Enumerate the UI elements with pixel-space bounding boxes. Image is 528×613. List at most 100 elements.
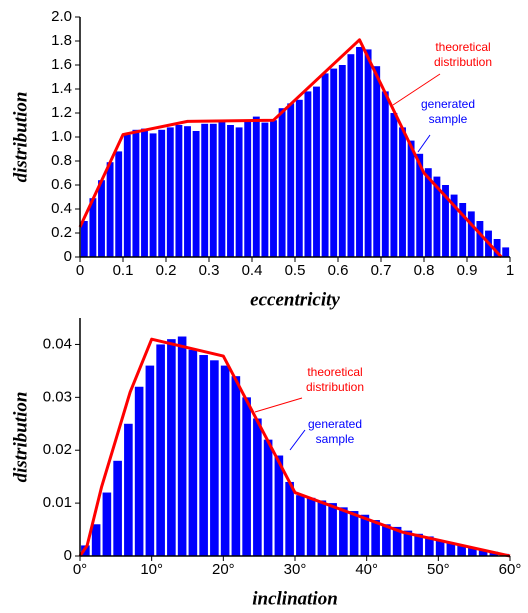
y-tick-label: 0.8 <box>51 152 72 169</box>
annotation-leader <box>392 73 441 106</box>
annotation: theoretical <box>307 365 362 379</box>
bar <box>360 514 370 556</box>
bar <box>263 439 273 556</box>
bar <box>141 128 148 257</box>
bar <box>175 125 183 257</box>
y-tick-label: 1.4 <box>51 80 72 97</box>
y-tick-label: 0.2 <box>51 224 72 241</box>
bar <box>392 526 402 556</box>
bar <box>192 131 200 257</box>
bar <box>328 503 337 556</box>
bar <box>407 140 415 257</box>
y-tick-label: 0.6 <box>51 176 72 193</box>
y-axis-label: distribution <box>10 392 31 483</box>
annotation: generated <box>308 417 362 431</box>
bar <box>166 127 174 258</box>
bar <box>364 49 372 258</box>
bar <box>295 99 303 257</box>
bar <box>356 47 363 257</box>
theory-line <box>78 38 503 259</box>
x-tick-label: 0.5 <box>285 262 306 279</box>
bar <box>80 221 88 257</box>
x-tick-label: 0.8 <box>414 262 435 279</box>
annotation: sample <box>429 112 468 126</box>
x-tick-label: 0.1 <box>113 262 134 279</box>
bar <box>330 68 338 257</box>
bar <box>231 376 241 556</box>
bar <box>218 121 226 258</box>
x-tick-label: 0.7 <box>371 262 392 279</box>
bar <box>446 542 456 556</box>
y-tick-label: 0.04 <box>43 335 72 352</box>
bar <box>167 339 176 556</box>
x-tick-label: 0.2 <box>156 262 177 279</box>
bar <box>347 54 355 258</box>
bar <box>317 500 327 556</box>
x-tick-label: 1 <box>506 262 514 279</box>
bar <box>89 198 97 257</box>
y-tick-label: 2.0 <box>51 8 72 25</box>
bar <box>321 73 329 258</box>
y-axis-label: distribution <box>10 92 31 183</box>
bar <box>209 123 217 257</box>
bar <box>403 530 413 556</box>
x-tick-label: 40° <box>355 561 378 578</box>
bar <box>416 153 424 257</box>
bar <box>502 247 510 257</box>
bar <box>227 125 234 257</box>
bar <box>113 460 122 556</box>
theory-line <box>78 337 511 558</box>
bar <box>493 239 501 257</box>
bar <box>134 386 144 556</box>
bar <box>177 336 187 556</box>
bar <box>414 533 423 556</box>
bar <box>123 134 131 257</box>
x-tick-label: 20° <box>212 561 235 578</box>
bar <box>468 547 477 556</box>
annotation: theoretical <box>435 40 490 54</box>
bar <box>184 126 191 257</box>
bar <box>158 129 166 257</box>
bar <box>242 397 251 556</box>
bar <box>132 129 140 257</box>
bar <box>435 540 445 556</box>
y-tick-label: 1.6 <box>51 56 72 73</box>
bar <box>252 116 260 257</box>
annotation: generated <box>421 97 475 111</box>
bar <box>457 545 466 556</box>
bar <box>287 103 295 258</box>
x-tick-label: 10° <box>140 561 163 578</box>
bar <box>115 151 123 257</box>
bar <box>442 185 449 257</box>
bar <box>459 203 467 257</box>
y-tick-label: 0.02 <box>43 441 72 458</box>
x-tick-label: 0.4 <box>242 262 263 279</box>
y-tick-label: 1.2 <box>51 104 72 121</box>
bar <box>338 65 346 257</box>
bar <box>102 492 112 556</box>
y-tick-label: 0.01 <box>43 494 72 511</box>
y-tick-label: 0.4 <box>51 200 72 217</box>
bar <box>274 455 284 556</box>
bar <box>304 91 312 258</box>
bar <box>149 133 157 257</box>
bar <box>285 481 294 556</box>
y-tick-label: 0 <box>64 547 72 564</box>
bar <box>261 122 269 257</box>
y-tick-label: 1.0 <box>51 128 72 145</box>
bar <box>371 520 380 556</box>
bar <box>270 120 277 257</box>
bar <box>467 211 475 257</box>
bar <box>390 113 398 257</box>
bar <box>424 168 432 257</box>
bar <box>106 162 114 257</box>
bar <box>399 127 406 258</box>
bar <box>476 221 484 257</box>
bar <box>145 365 155 556</box>
bar <box>91 524 101 556</box>
bar <box>156 344 165 556</box>
bar <box>244 121 252 258</box>
bar <box>373 66 381 257</box>
x-tick-label: 60° <box>499 561 522 578</box>
bar <box>220 365 230 556</box>
